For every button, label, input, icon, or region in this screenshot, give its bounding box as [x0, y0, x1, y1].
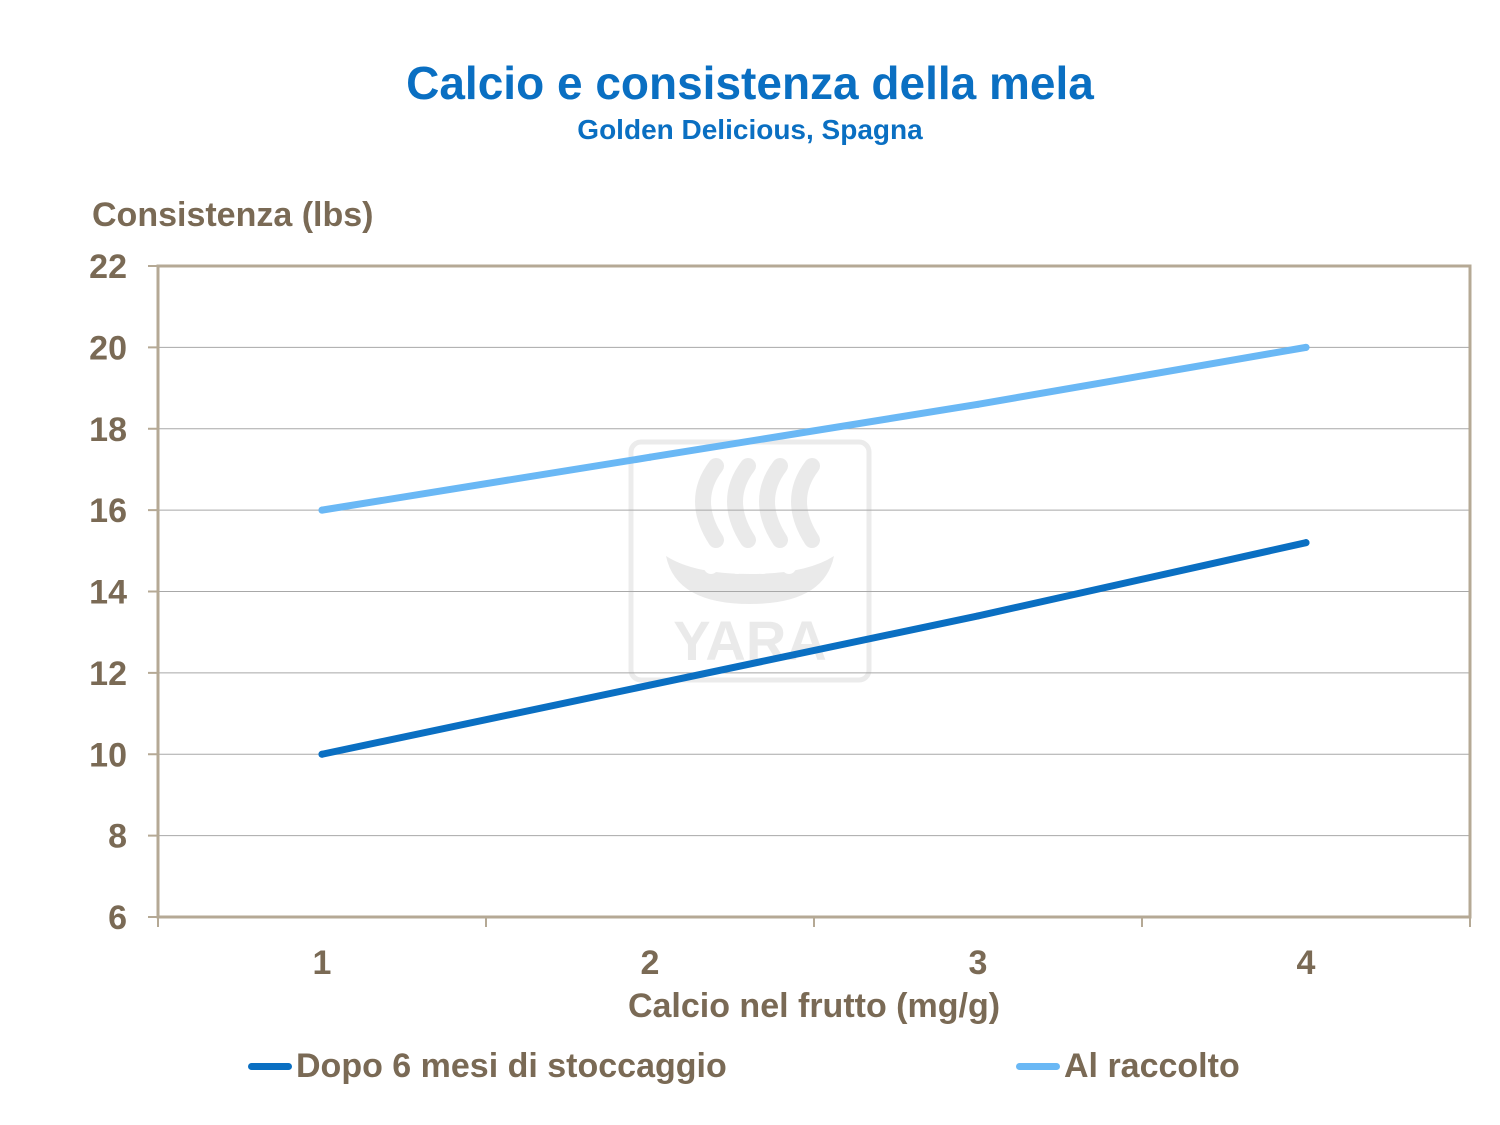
series-line-0: [318, 539, 1310, 758]
data-point-series-0: [974, 612, 982, 620]
series-line-1: [318, 343, 1310, 514]
legend-label-dopo-6-mesi: Dopo 6 mesi di stoccaggio: [296, 1046, 727, 1085]
legend-item-al-raccolto: Al raccolto: [1016, 1044, 1240, 1088]
data-point-series-1: [318, 506, 326, 514]
legend-swatch-al-raccolto: [1016, 1062, 1060, 1070]
data-point-series-0: [646, 681, 654, 689]
y-tick-label: 16: [89, 492, 127, 530]
y-axis-label: Consistenza (lbs): [92, 196, 374, 234]
y-tick-label: 8: [108, 818, 127, 856]
data-point-series-1: [974, 400, 982, 408]
x-tick-label: 2: [641, 944, 660, 982]
y-tick-label: 12: [89, 655, 127, 693]
legend-item-dopo-6-mesi: Dopo 6 mesi di stoccaggio: [248, 1044, 727, 1088]
data-point-series-1: [646, 453, 654, 461]
legend-label-al-raccolto: Al raccolto: [1064, 1046, 1240, 1085]
data-point-series-0: [318, 750, 326, 758]
chart-title: Calcio e consistenza della mela: [406, 57, 1094, 109]
y-tick-label: 14: [89, 574, 127, 612]
data-point-series-1: [1302, 343, 1310, 351]
x-axis-label: Calcio nel frutto (mg/g): [627, 987, 1001, 1025]
y-tick-label: 10: [89, 736, 127, 774]
y-tick-label: 22: [89, 248, 127, 286]
y-tick-label: 20: [89, 329, 127, 367]
legend-swatch-dopo-6-mesi: [248, 1062, 292, 1070]
data-point-series-0: [1302, 539, 1310, 547]
x-tick-label: 3: [969, 944, 988, 982]
y-tick-label: 6: [108, 899, 127, 937]
y-tick-label: 18: [89, 411, 127, 449]
chart-subtitle: Golden Delicious, Spagna: [577, 114, 923, 145]
x-tick-label: 1: [313, 944, 332, 982]
yara-logo-watermark: YARA: [628, 439, 872, 683]
x-tick-label: 4: [1297, 944, 1316, 982]
